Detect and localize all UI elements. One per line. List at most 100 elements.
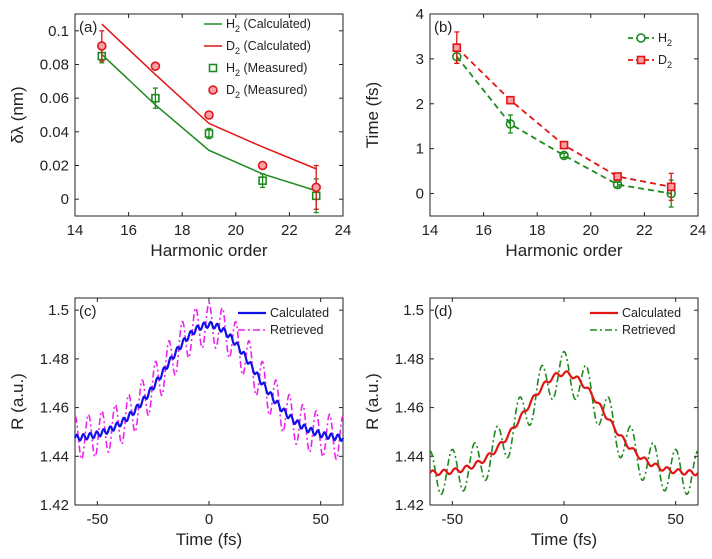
data-point-circle <box>204 110 214 120</box>
data-point-square <box>559 140 569 150</box>
series-calculated <box>429 370 699 477</box>
legend-label-main: H <box>226 17 235 31</box>
y-tick-label: 0.08 <box>40 57 69 74</box>
data-point-square <box>636 55 646 65</box>
series-line-dashed <box>456 56 672 195</box>
legend-label-rest: (Measured) <box>240 61 307 75</box>
data-point-square <box>204 129 214 138</box>
legend-label-subscript: 2 <box>235 46 240 56</box>
legend-label-subscript: 2 <box>235 68 240 78</box>
series-retrieved <box>74 301 344 461</box>
data-point-square <box>506 95 515 105</box>
legend-label-main: H <box>658 31 667 45</box>
x-axis-label: Time (fs) <box>531 530 597 549</box>
x-tick-label: 20 <box>227 222 244 239</box>
y-tick-label: 0.02 <box>40 158 69 175</box>
panel-label: (b) <box>434 19 452 36</box>
data-point-square <box>666 182 676 192</box>
series-retrieved <box>429 350 699 496</box>
data-point-square <box>258 176 267 185</box>
data-point-circle <box>505 119 516 129</box>
x-tick-label: 22 <box>636 222 653 239</box>
legend-label-subscript: 2 <box>667 60 672 70</box>
y-axis-label: R (a.u.) <box>8 373 27 430</box>
y-axis-label: δλ (nm) <box>8 86 27 143</box>
plot-frame <box>429 13 699 217</box>
y-tick-label: 1.48 <box>395 351 424 368</box>
x-tick-label: -50 <box>86 511 108 528</box>
legend-label-rest: (Measured) <box>240 83 307 97</box>
data-point-square <box>613 172 622 181</box>
legend-label: H2 <box>658 31 672 48</box>
legend-label-main: D <box>658 53 667 67</box>
legend-label-subscript: 2 <box>667 38 672 48</box>
x-tick-label: 24 <box>690 222 707 239</box>
legend-label: D2 (Calculated) <box>226 39 311 56</box>
y-tick-label: 1.42 <box>395 497 424 514</box>
x-tick-label: 18 <box>529 222 546 239</box>
legend-label-subscript: 2 <box>235 24 240 34</box>
x-tick-label: 18 <box>174 222 191 239</box>
y-tick-label: 0.04 <box>40 124 69 141</box>
x-tick-label: 0 <box>560 511 568 528</box>
panel-label: (c) <box>79 303 97 320</box>
panel-d: -50 0 50 1.42 1.44 1.46 1.48 1.5 Time (fs) R (a.u… <box>363 297 699 549</box>
legend-label-retrieved: Retrieved <box>270 323 324 337</box>
y-tick-label: 1.5 <box>403 302 424 319</box>
data-point-circle <box>208 85 218 95</box>
legend-label: H2 (Measured) <box>226 61 307 78</box>
x-tick-label: 50 <box>667 511 684 528</box>
legend-label-retrieved: Retrieved <box>622 323 676 337</box>
panel-label: (d) <box>434 303 452 320</box>
data-point-circle <box>257 160 268 171</box>
legend-label: D2 <box>658 53 672 70</box>
y-tick-label: 3 <box>416 51 424 68</box>
series-line <box>101 23 317 170</box>
x-tick-label: 14 <box>67 222 84 239</box>
legend-label-calculated: Calculated <box>270 306 329 320</box>
x-tick-label: 16 <box>475 222 492 239</box>
x-tick-label: 0 <box>205 511 213 528</box>
y-tick-label: 1.42 <box>40 497 69 514</box>
legend-label-rest: (Calculated) <box>240 17 311 31</box>
x-tick-label: 20 <box>582 222 599 239</box>
data-point-square <box>452 43 462 52</box>
y-tick-label: 1.48 <box>40 351 69 368</box>
y-tick-label: 4 <box>416 6 424 23</box>
y-tick-label: 1.46 <box>395 400 424 417</box>
x-axis-label: Harmonic order <box>505 241 622 260</box>
legend-label: D2 (Measured) <box>226 83 307 100</box>
panel-a: 14 16 18 20 22 2400.020.040.060.080.1Harmonic… <box>8 13 352 260</box>
data-point-circle <box>636 33 646 43</box>
y-tick-label: 1 <box>416 141 424 158</box>
x-tick-label: 14 <box>422 222 439 239</box>
data-point-circle <box>97 41 107 51</box>
legend-label-subscript: 2 <box>235 90 240 100</box>
y-tick-label: 0.06 <box>40 90 69 107</box>
panel-label: (a) <box>79 19 97 36</box>
y-tick-label: 0 <box>416 186 424 203</box>
x-tick-label: 22 <box>281 222 298 239</box>
legend-label-rest: (Calculated) <box>240 39 311 53</box>
x-tick-label: 50 <box>312 511 329 528</box>
y-tick-label: 1.46 <box>40 400 69 417</box>
data-point-square <box>208 63 218 73</box>
y-tick-label: 1.44 <box>395 448 424 465</box>
plot-frame <box>74 13 344 217</box>
x-tick-label: -50 <box>441 511 463 528</box>
y-tick-label: 1.5 <box>48 302 69 319</box>
x-axis-label: Harmonic order <box>150 241 267 260</box>
legend-label: H2 (Calculated) <box>226 17 311 34</box>
panel-c: -50 0 50 1.42 1.44 1.46 1.48 1.5 Time (fs) R (a.u… <box>8 297 345 549</box>
series-line-dashed <box>456 47 672 188</box>
y-tick-label: 2 <box>416 96 424 113</box>
data-point-square <box>151 93 160 103</box>
y-axis-label: R (a.u.) <box>363 373 382 430</box>
x-tick-label: 24 <box>335 222 352 239</box>
data-point-circle <box>559 150 569 161</box>
series-line <box>101 53 317 192</box>
y-tick-label: 0 <box>61 191 69 208</box>
legend-label-main: H <box>226 61 235 75</box>
